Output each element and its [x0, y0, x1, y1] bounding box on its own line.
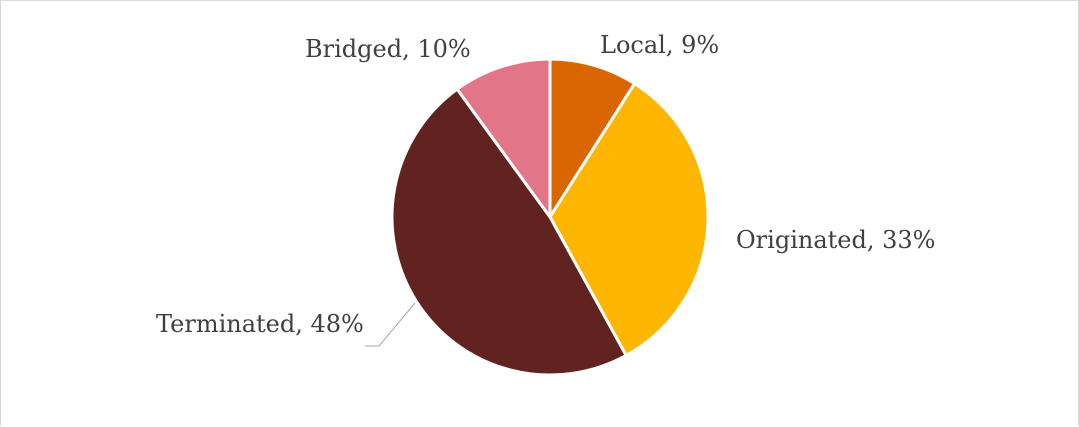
slices-group: [390, 57, 710, 377]
data-label-terminated: Terminated, 48%: [156, 310, 364, 338]
pie-slice-bridged: [455, 57, 552, 219]
data-label-local: Local, 9%: [600, 31, 719, 59]
pie-slice-terminated: [390, 87, 628, 377]
data-label-originated: Originated, 33%: [736, 226, 935, 254]
labels-group: Local, 9% Originated, 33% Terminated, 48% B…: [156, 31, 935, 338]
leader-line-terminated: [365, 302, 416, 347]
data-label-bridged: Bridged, 10%: [305, 35, 471, 63]
pie-slice-local: [548, 57, 637, 219]
leader-lines-group: [365, 302, 416, 347]
